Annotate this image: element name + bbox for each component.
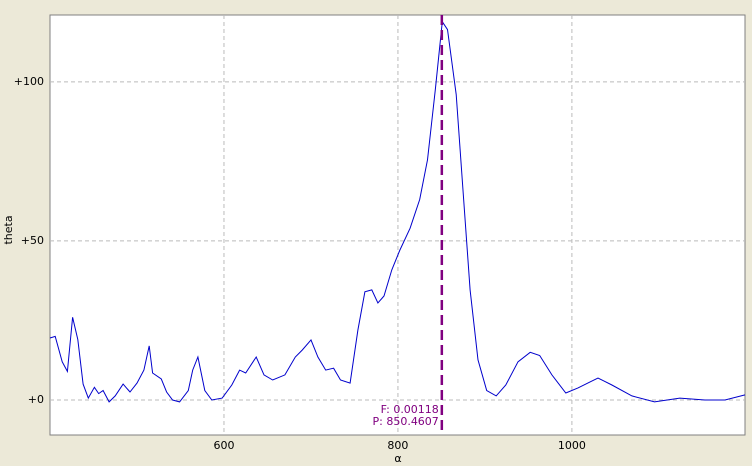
x-tick-label: 1000 [558, 439, 586, 452]
y-tick-label: +0 [28, 393, 44, 406]
y-axis-label: theta [2, 215, 15, 244]
y-tick-label: +50 [21, 234, 44, 247]
y-tick-label: +100 [14, 75, 44, 88]
x-axis-label: α [394, 452, 401, 465]
x-tick-label: 600 [213, 439, 234, 452]
x-tick-label: 800 [387, 439, 408, 452]
marker-label: P: 850.4607 [372, 415, 438, 428]
marker-label: F: 0.00118 [381, 403, 439, 416]
data-line [49, 20, 746, 403]
